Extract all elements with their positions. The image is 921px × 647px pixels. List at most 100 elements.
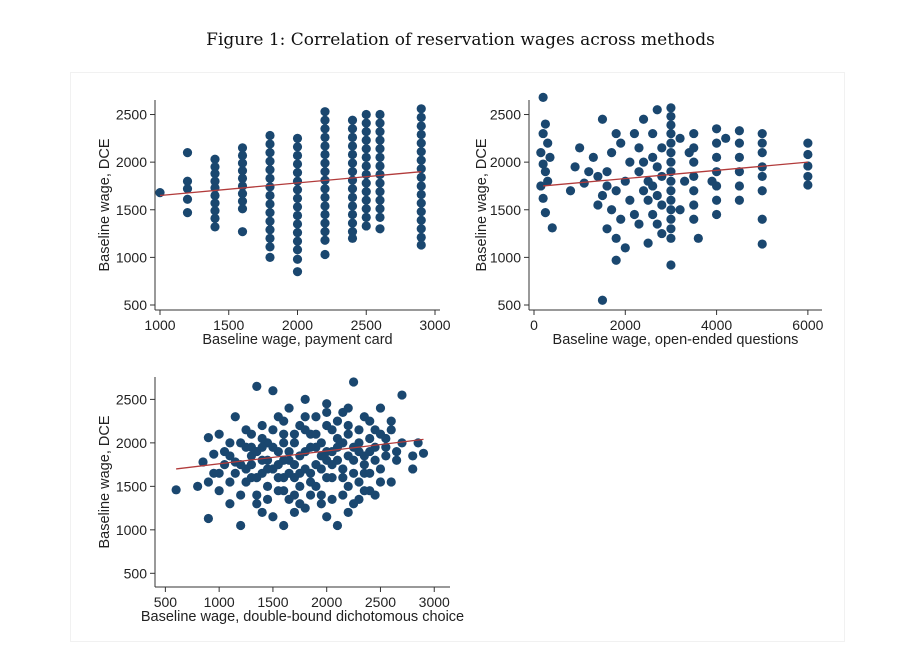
- data-point: [292, 150, 303, 161]
- data-point: [689, 128, 699, 139]
- data-point: [375, 144, 385, 154]
- data-point: [343, 481, 353, 491]
- data-point: [666, 260, 676, 270]
- data-point: [666, 111, 676, 122]
- data-point: [361, 127, 371, 137]
- data-point: [689, 186, 699, 196]
- data-point: [265, 130, 275, 141]
- data-point: [711, 124, 722, 134]
- data-point: [606, 205, 617, 215]
- data-point: [343, 403, 353, 413]
- data-point: [375, 477, 386, 487]
- data-point: [262, 464, 273, 474]
- data-point: [734, 138, 745, 148]
- data-point: [361, 118, 371, 128]
- data-point: [711, 167, 722, 177]
- data-point: [734, 181, 745, 191]
- data-point: [584, 167, 594, 177]
- data-point: [361, 135, 371, 145]
- data-point: [320, 115, 330, 125]
- data-point: [361, 195, 371, 205]
- data-point: [320, 209, 330, 220]
- data-point: [666, 157, 676, 167]
- data-point: [375, 224, 385, 234]
- data-point: [292, 159, 303, 169]
- x-tick-label: 1000: [204, 594, 235, 610]
- data-point: [370, 442, 380, 452]
- data-point: [343, 420, 353, 431]
- data-point: [757, 138, 767, 148]
- data-point: [265, 156, 275, 166]
- y-tick-label: 1500: [116, 202, 147, 218]
- data-point: [289, 460, 300, 470]
- data-point: [284, 446, 294, 457]
- data-point: [316, 464, 326, 474]
- data-point: [292, 193, 303, 203]
- x-tick-label: 2000: [610, 317, 641, 333]
- data-point: [666, 103, 676, 113]
- data-point: [289, 438, 300, 448]
- data-point: [279, 438, 289, 448]
- data-point: [322, 512, 332, 522]
- data-point: [361, 169, 371, 180]
- data-point: [675, 205, 685, 215]
- data-point: [416, 104, 426, 114]
- data-point: [338, 490, 348, 500]
- data-point: [416, 164, 426, 174]
- x-tick-label: 1000: [144, 317, 175, 333]
- data-point: [241, 477, 251, 487]
- scatter-panel-payment-card: 500 1000 1500 2000 2500 1000 1500 2000 2500 3000 B…: [97, 100, 451, 348]
- data-point: [354, 425, 364, 435]
- data-point: [320, 249, 330, 260]
- data-point: [320, 218, 330, 228]
- data-point: [361, 187, 371, 197]
- data-point: [803, 149, 813, 160]
- data-point: [265, 242, 275, 252]
- data-point: [711, 195, 722, 205]
- data-point: [638, 114, 649, 124]
- data-point: [416, 224, 426, 234]
- data-point: [265, 233, 275, 243]
- data-point: [265, 148, 275, 158]
- x-tick-label: 1500: [213, 317, 244, 333]
- data-point: [252, 499, 262, 509]
- data-point: [652, 219, 662, 229]
- data-point: [300, 425, 310, 435]
- data-point: [203, 513, 213, 524]
- data-point: [416, 240, 426, 250]
- data-point: [305, 442, 316, 452]
- data-point: [666, 214, 676, 224]
- data-point: [268, 425, 278, 435]
- data-point: [292, 236, 303, 246]
- data-point: [268, 512, 278, 522]
- data-point: [292, 185, 303, 195]
- data-point: [279, 416, 289, 426]
- data-point: [268, 442, 278, 452]
- data-point: [711, 152, 722, 162]
- data-point: [757, 128, 767, 139]
- x-tick-label: 2500: [365, 594, 396, 610]
- data-point: [316, 499, 326, 509]
- data-point: [359, 460, 369, 470]
- data-point: [332, 416, 343, 426]
- data-point: [292, 219, 303, 229]
- data-point: [416, 155, 426, 165]
- data-point: [416, 112, 426, 122]
- data-point: [262, 481, 273, 491]
- y-tick-label: 1000: [116, 522, 147, 538]
- data-point: [210, 154, 220, 164]
- data-point: [361, 109, 371, 120]
- data-point: [354, 477, 364, 487]
- data-point: [347, 209, 358, 220]
- data-point: [265, 165, 275, 175]
- data-point: [230, 468, 240, 478]
- data-point: [602, 224, 612, 234]
- data-point: [666, 176, 676, 186]
- data-point: [246, 429, 257, 439]
- data-point: [734, 167, 745, 177]
- data-point: [375, 429, 386, 439]
- data-point: [236, 490, 246, 500]
- data-point: [171, 485, 181, 495]
- data-point: [320, 132, 330, 142]
- data-point: [416, 232, 426, 242]
